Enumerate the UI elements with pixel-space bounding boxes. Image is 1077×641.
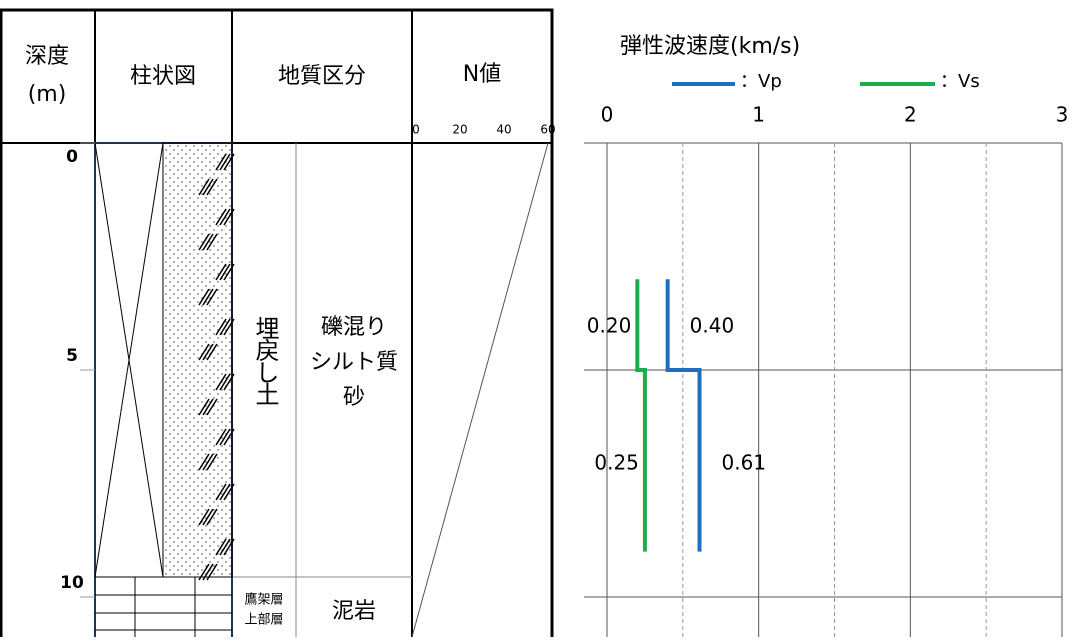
legend-label: ：Vs — [940, 71, 980, 92]
hatch — [219, 153, 231, 171]
value-label: 0.25 — [594, 451, 639, 475]
depth-label: 10 — [60, 573, 84, 593]
hatch — [219, 318, 231, 336]
hatch — [202, 233, 214, 251]
header-geology: 地質区分 — [278, 64, 366, 89]
n-tick-label: 0 — [412, 123, 420, 137]
unit-label: 埋戻し土 — [251, 316, 279, 404]
hatch — [215, 153, 227, 171]
hatch — [202, 453, 214, 471]
depth-label: 5 — [66, 346, 78, 366]
hatch — [202, 178, 214, 196]
value-label: 0.40 — [690, 314, 735, 338]
hatch — [215, 428, 227, 446]
header-n-value: N値 — [463, 62, 501, 87]
hatch — [219, 428, 231, 446]
hatch — [223, 153, 235, 171]
hatch — [223, 318, 235, 336]
hatch — [223, 483, 235, 501]
x-tick-label: 1 — [752, 103, 765, 127]
hatch — [223, 373, 235, 391]
hatch — [202, 398, 214, 416]
hatch — [198, 398, 210, 416]
hatch — [219, 483, 231, 501]
hatch — [215, 483, 227, 501]
hatch — [223, 208, 235, 226]
unit-label: 鷹架層 — [244, 593, 283, 608]
header-depth: 深度 — [25, 44, 69, 69]
x-tick-label: 0 — [601, 103, 614, 127]
hatch — [206, 453, 218, 471]
hatch — [219, 208, 231, 226]
hatch — [198, 233, 210, 251]
n-tick-label: 60 — [540, 123, 555, 137]
chart-title: 弾性波速度(km/s) — [620, 34, 800, 59]
hatch — [223, 428, 235, 446]
hatch — [215, 538, 227, 556]
hatch — [202, 288, 214, 306]
hatch — [206, 398, 218, 416]
hatch — [198, 288, 210, 306]
hatch — [206, 178, 218, 196]
hatch — [202, 563, 214, 581]
header-depth-unit: (m) — [28, 82, 67, 107]
lithology-line: 礫混り — [321, 315, 387, 340]
hatch — [198, 453, 210, 471]
hatch — [202, 343, 214, 361]
x-tick-label: 2 — [904, 103, 917, 127]
hatch — [198, 343, 210, 361]
unit-label: 上部層 — [244, 613, 283, 628]
gravel-symbols — [198, 153, 235, 581]
hatch — [215, 373, 227, 391]
hatch — [202, 508, 214, 526]
hatch — [223, 538, 235, 556]
hatch — [198, 178, 210, 196]
n-tick-label: 40 — [496, 123, 511, 137]
hatch — [206, 288, 218, 306]
hatch — [206, 563, 218, 581]
n-tick-label: 20 — [452, 123, 467, 137]
hatch — [219, 263, 231, 281]
depth-label: 0 — [66, 147, 78, 167]
hatch — [215, 318, 227, 336]
hatch — [215, 263, 227, 281]
hatch — [223, 263, 235, 281]
hatch — [206, 508, 218, 526]
lithology-line: 砂 — [343, 385, 365, 410]
hatch — [219, 373, 231, 391]
header-column: 柱状図 — [130, 64, 196, 89]
x-tick-label: 3 — [1056, 103, 1069, 127]
value-label: 0.20 — [587, 314, 632, 338]
hatch — [215, 208, 227, 226]
log-frame — [0, 8, 554, 641]
hatch — [198, 563, 210, 581]
hatch — [206, 343, 218, 361]
hatch — [198, 508, 210, 526]
hatch — [219, 538, 231, 556]
value-label: 0.61 — [722, 451, 767, 475]
hatch — [206, 233, 218, 251]
lithology-line: シルト質 — [310, 350, 398, 375]
legend-label: ：Vp — [740, 71, 782, 92]
lithology-line: 泥岩 — [332, 599, 376, 624]
